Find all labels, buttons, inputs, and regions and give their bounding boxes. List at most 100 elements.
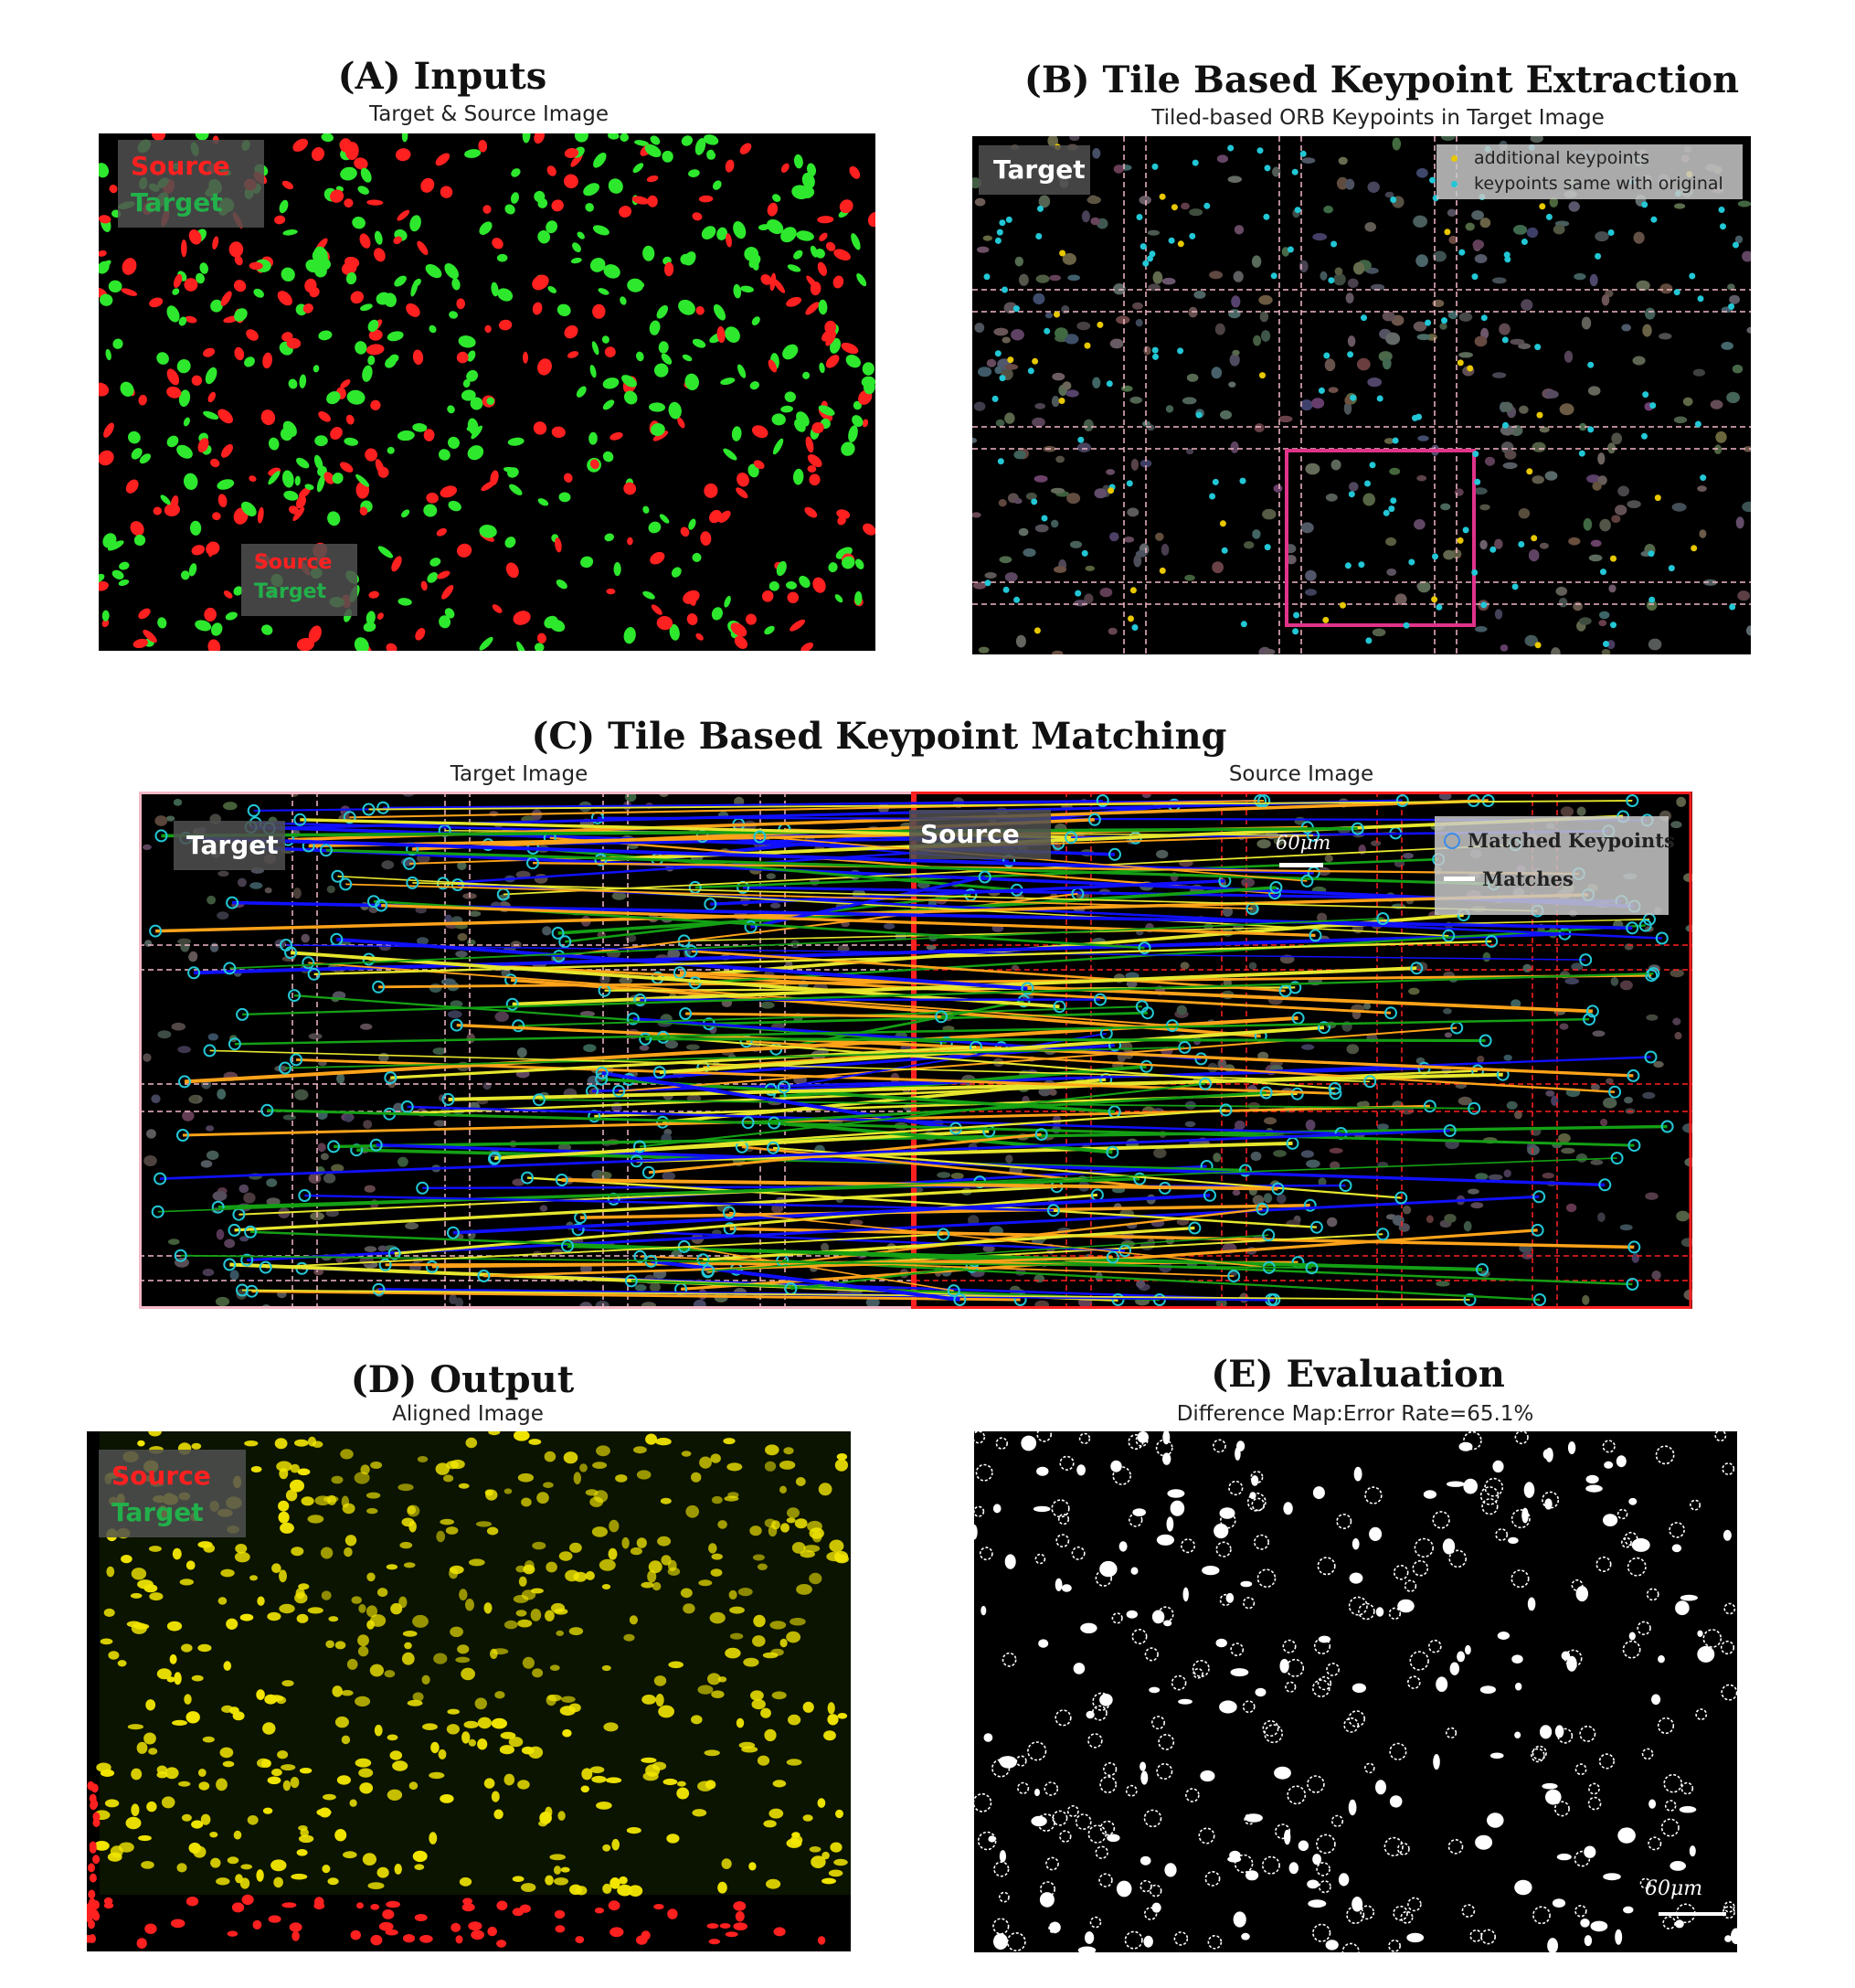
difference-ring: [1461, 1904, 1476, 1918]
grey-cell: [1502, 462, 1518, 470]
target-cell: [429, 324, 437, 334]
keypoint-dot: [1044, 327, 1051, 335]
keypoint-circle: [1376, 912, 1390, 925]
grey-cell: [1426, 1215, 1434, 1224]
difference-ring: [1358, 1602, 1375, 1621]
target-cell: [570, 257, 582, 264]
keypoint-dot: [1392, 437, 1399, 444]
grey-cell: [301, 933, 310, 943]
aligned-cell: [100, 1638, 113, 1645]
keypoint-circle: [387, 1247, 401, 1260]
keypoint-dot: [1151, 346, 1159, 354]
grey-cell: [264, 887, 272, 894]
source-cell: [513, 611, 531, 625]
aligned-cell: [704, 1749, 720, 1757]
aligned-cell: [726, 1462, 743, 1472]
grey-cell: [1444, 1214, 1457, 1223]
difference-blob: [1679, 1806, 1697, 1813]
match-line: [251, 1290, 1021, 1302]
keypoint-dot: [1390, 497, 1397, 505]
aligned-cell: [270, 1859, 287, 1872]
aligned-cell: [772, 1780, 787, 1788]
keypoint-circle: [1259, 1086, 1273, 1100]
grey-cell: [1742, 501, 1751, 513]
aligned-cell: [641, 1695, 656, 1705]
target-cell: [448, 436, 460, 450]
grey-cell: [649, 1281, 661, 1292]
target-cell: [684, 373, 699, 390]
keypoint-circle: [293, 813, 307, 826]
panel-a-subtitle: Target & Source Image: [368, 102, 610, 126]
keypoint-dot: [1607, 229, 1615, 236]
difference-blob: [1352, 1538, 1360, 1550]
grey-cell: [1413, 321, 1427, 332]
aligned-cell: [346, 1658, 358, 1670]
aligned-cell: [402, 1631, 418, 1637]
aligned-cell: [166, 1676, 175, 1683]
aligned-cell: [433, 1653, 448, 1664]
grey-cell: [1587, 386, 1601, 396]
aligned-cell: [176, 1863, 187, 1873]
difference-ring: [1587, 1796, 1602, 1811]
difference-ring: [1400, 1910, 1414, 1924]
difference-blob: [1584, 1935, 1593, 1947]
grey-cell: [1475, 626, 1488, 633]
source-cell: [490, 470, 499, 486]
target-cell: [853, 400, 863, 410]
target-cell: [632, 163, 644, 174]
difference-blob: [1031, 1815, 1047, 1827]
source-cell: [832, 275, 844, 289]
aligned-cell: [301, 1496, 314, 1506]
difference-blob: [1130, 1567, 1139, 1575]
grey-cell: [1250, 1151, 1262, 1162]
grey-cell: [1343, 401, 1352, 415]
keypoint-dot: [1610, 622, 1616, 629]
grey-cell: [154, 815, 168, 826]
keypoint-dot: [1649, 402, 1657, 409]
keypoint-circle: [223, 1258, 237, 1271]
target-cell: [784, 391, 796, 403]
aligned-cell: [705, 1780, 716, 1790]
difference-ring: [1564, 1649, 1583, 1668]
difference-ring: [1318, 1880, 1331, 1894]
difference-ring: [1158, 1733, 1175, 1750]
keypoint-circle: [702, 1264, 716, 1278]
match-line: [657, 913, 1464, 980]
keypoint-dot: [1390, 197, 1397, 203]
keypoint-circle: [1318, 1021, 1330, 1035]
grey-cell: [378, 1052, 389, 1062]
grey-cell: [1465, 222, 1475, 231]
grey-cell: [1123, 537, 1135, 543]
legend-matches-label: Matches: [1482, 867, 1574, 890]
target-cell: [423, 504, 438, 517]
aligned-cell: [549, 1854, 566, 1861]
aligned-cell: [769, 1621, 787, 1630]
grey-cell: [1545, 389, 1559, 399]
difference-blob: [1251, 1475, 1259, 1486]
keypoint-dot: [1603, 641, 1609, 647]
source-cell: [252, 1919, 262, 1930]
keypoint-dot: [1489, 546, 1497, 553]
grey-cell: [1336, 176, 1349, 190]
source-cell: [249, 475, 257, 483]
target-cell: [588, 431, 598, 445]
grey-cell: [1064, 334, 1079, 345]
keypoint-circle: [1476, 1263, 1489, 1276]
source-cell: [441, 585, 454, 600]
aligned-cell: [515, 1565, 526, 1573]
keypoint-circle: [1021, 982, 1034, 995]
source-cell: [753, 460, 765, 470]
keypoint-circle: [187, 966, 201, 980]
grey-cell: [1338, 156, 1348, 165]
difference-blob: [1318, 1635, 1331, 1643]
grey-cell: [1367, 377, 1383, 388]
grey-cell: [639, 1045, 650, 1051]
difference-ring: [1143, 1809, 1162, 1828]
aligned-cell: [298, 1825, 308, 1831]
grey-cell: [982, 1245, 995, 1253]
source-cell: [631, 196, 650, 205]
target-cell: [183, 417, 190, 427]
grey-cell: [1362, 493, 1375, 506]
grey-cell: [1676, 796, 1687, 807]
target-cell: [497, 288, 514, 302]
